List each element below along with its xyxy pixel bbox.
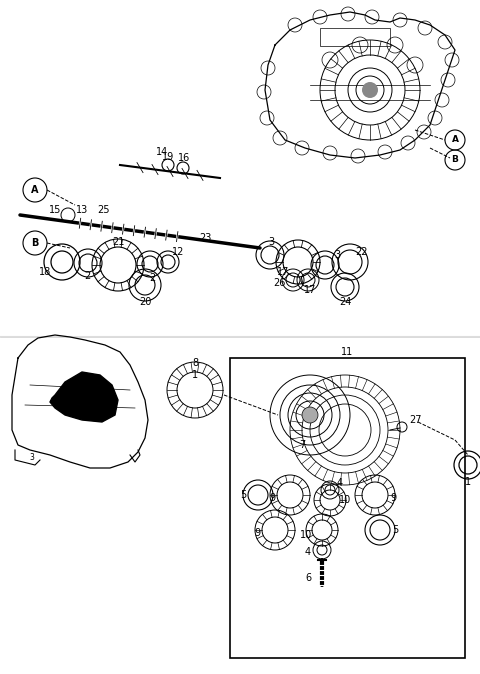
Text: 20: 20 <box>139 297 151 307</box>
Text: 3: 3 <box>30 454 35 462</box>
Text: 9: 9 <box>254 528 260 538</box>
Bar <box>230 358 465 658</box>
Text: 7: 7 <box>299 440 305 450</box>
Text: 17: 17 <box>277 267 289 277</box>
Circle shape <box>362 82 378 98</box>
Text: B: B <box>31 238 39 248</box>
Circle shape <box>302 407 318 423</box>
Text: 4: 4 <box>305 547 311 557</box>
Text: 19: 19 <box>162 152 174 162</box>
Text: 9: 9 <box>269 493 275 503</box>
Text: 24: 24 <box>339 297 351 307</box>
Text: B: B <box>452 156 458 164</box>
Text: 6: 6 <box>305 573 311 583</box>
Text: 18: 18 <box>39 267 51 277</box>
Text: 27: 27 <box>409 415 421 425</box>
Text: 8: 8 <box>192 358 198 368</box>
Text: 21: 21 <box>112 237 124 247</box>
Text: 25: 25 <box>97 205 109 215</box>
Text: 5: 5 <box>240 490 246 500</box>
Text: 11: 11 <box>341 347 353 357</box>
Text: A: A <box>31 185 39 195</box>
Text: 13: 13 <box>76 205 88 215</box>
Text: A: A <box>452 135 458 144</box>
Bar <box>320 28 390 46</box>
Text: 1: 1 <box>192 370 198 380</box>
Text: 2: 2 <box>84 271 90 281</box>
Text: 3: 3 <box>268 237 274 247</box>
Text: 23: 23 <box>199 233 211 243</box>
Text: 4: 4 <box>337 478 343 488</box>
Text: 16: 16 <box>178 153 190 163</box>
Text: 10: 10 <box>339 495 351 505</box>
Text: 10: 10 <box>300 530 312 540</box>
Text: 12: 12 <box>172 247 184 257</box>
Text: 3: 3 <box>334 250 340 260</box>
Text: 9: 9 <box>390 493 396 503</box>
Text: 15: 15 <box>49 205 61 215</box>
Text: 22: 22 <box>356 247 368 257</box>
Text: 1: 1 <box>465 477 471 487</box>
Text: 2: 2 <box>149 273 155 283</box>
Text: 5: 5 <box>392 525 398 535</box>
Text: 14: 14 <box>156 147 168 157</box>
Text: 17: 17 <box>304 285 316 295</box>
Text: 26: 26 <box>273 278 285 288</box>
Polygon shape <box>50 372 118 422</box>
